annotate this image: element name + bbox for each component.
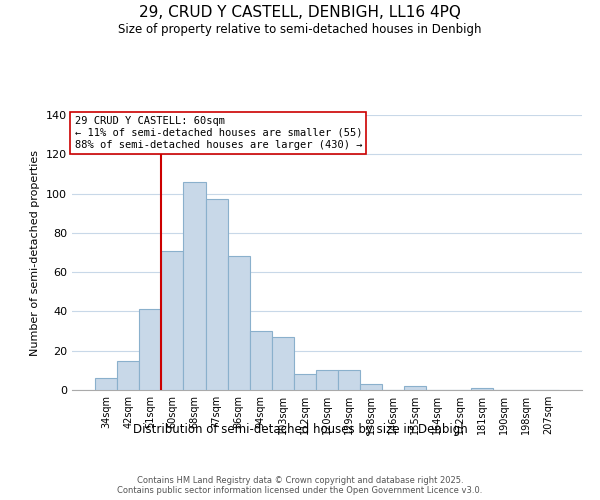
Bar [117,360,139,390]
Bar [95,378,117,390]
Bar [206,200,227,390]
Text: 29 CRUD Y CASTELL: 60sqm
← 11% of semi-detached houses are smaller (55)
88% of s: 29 CRUD Y CASTELL: 60sqm ← 11% of semi-d… [74,116,362,150]
Bar [161,250,184,390]
Bar [404,386,427,390]
Bar [250,331,272,390]
Bar [360,384,382,390]
Bar [184,182,206,390]
Bar [227,256,250,390]
Text: 29, CRUD Y CASTELL, DENBIGH, LL16 4PQ: 29, CRUD Y CASTELL, DENBIGH, LL16 4PQ [139,5,461,20]
Bar [272,337,294,390]
Text: Distribution of semi-detached houses by size in Denbigh: Distribution of semi-detached houses by … [133,422,467,436]
Bar [316,370,338,390]
Text: Size of property relative to semi-detached houses in Denbigh: Size of property relative to semi-detach… [118,22,482,36]
Bar [470,388,493,390]
Bar [294,374,316,390]
Text: Contains HM Land Registry data © Crown copyright and database right 2025.
Contai: Contains HM Land Registry data © Crown c… [118,476,482,495]
Bar [338,370,360,390]
Bar [139,310,161,390]
Y-axis label: Number of semi-detached properties: Number of semi-detached properties [31,150,40,356]
